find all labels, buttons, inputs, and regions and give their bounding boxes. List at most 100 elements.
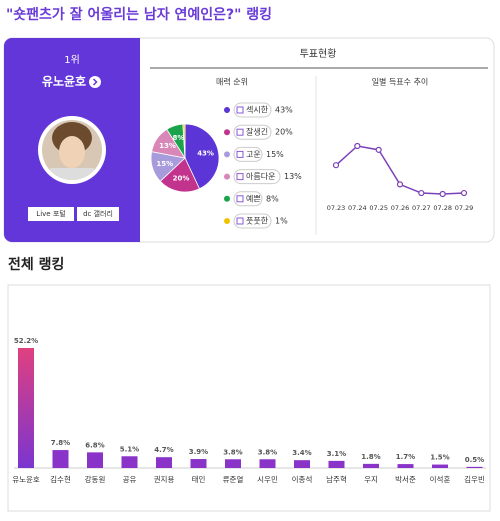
bar (156, 457, 172, 468)
check-icon (236, 106, 244, 114)
live-button[interactable] (28, 207, 74, 221)
bar (190, 459, 207, 468)
section-title: 전체 랭킹 (8, 256, 64, 273)
x-tick-label: 07.26 (391, 204, 410, 212)
winner-link[interactable] (89, 76, 101, 88)
slice-label: 20% (173, 175, 190, 183)
x-tick-label: 우지 (364, 475, 378, 484)
bar (363, 463, 379, 468)
value-label: 1.5% (430, 454, 449, 462)
x-tick-label: 김우빈 (464, 474, 485, 484)
value-label: 3.1% (327, 450, 346, 458)
trend-point (396, 181, 404, 188)
check-icon (236, 150, 244, 158)
legend-value: 1% (275, 217, 288, 226)
value-label: 5.1% (120, 445, 139, 453)
bar (328, 460, 345, 468)
x-tick-label: 유노윤호 (12, 475, 40, 484)
x-tick-label: 시우민 (257, 474, 278, 484)
chart-title: 일별 득표수 추이 (372, 77, 429, 87)
bar (225, 459, 241, 468)
slice-label: 15% (156, 160, 173, 168)
trend-point (439, 190, 446, 198)
legend-value: 8% (266, 194, 279, 203)
legend-value: 13% (284, 172, 302, 181)
trend-point (460, 189, 468, 197)
x-tick-label: 07.28 (433, 204, 452, 212)
legend-dot (224, 218, 230, 224)
bar (466, 466, 483, 468)
x-tick-label: 남주혁 (326, 475, 347, 484)
pie-slice (159, 157, 201, 193)
bar (432, 464, 448, 468)
value-label: 7.8% (51, 439, 70, 447)
legend-dot (224, 129, 230, 136)
page-title: "숏팬츠가 잘 어울리는 남자 연예인은?" 랭킹 (6, 6, 272, 23)
check-icon (236, 217, 244, 225)
chart-title: 매력 순위 (216, 77, 248, 87)
check-icon (236, 195, 244, 203)
legend-label: 예쁜 (246, 193, 261, 203)
winner-name: 유노윤호 (42, 74, 86, 89)
bar (121, 456, 138, 468)
button-label: Live 포털 (36, 210, 65, 218)
check-icon (236, 173, 244, 181)
trend-point (332, 162, 340, 169)
legend-label: 풋풋한 (246, 217, 269, 226)
legend-dot (224, 195, 230, 202)
slice-label: 8% (173, 134, 185, 142)
legend-label: 잘생긴 (246, 127, 268, 137)
value-label: 3.9% (189, 448, 208, 456)
legend-dot (224, 173, 230, 180)
trend-point (375, 146, 382, 153)
x-tick-label: 류준열 (223, 475, 244, 484)
value-label: 1.8% (361, 453, 380, 461)
bar (397, 464, 414, 468)
x-tick-label: 태인 (192, 474, 206, 484)
bar (294, 460, 310, 468)
trend-point (418, 189, 425, 197)
x-tick-label: 07.24 (348, 204, 367, 212)
value-label: 1.7% (396, 453, 415, 461)
slice-label: 13% (159, 142, 176, 150)
pie-slice (182, 123, 186, 159)
gallery-button[interactable] (77, 207, 119, 221)
pie-slice (184, 123, 220, 190)
value-label: 3.8% (223, 448, 242, 456)
check-icon (236, 128, 244, 136)
x-tick-label: 이종석 (292, 474, 313, 484)
arrow-icon (92, 78, 98, 86)
x-tick-label: 07.27 (412, 204, 431, 212)
slice-label: 43% (197, 149, 214, 157)
legend-label: 아름다운 (246, 171, 275, 181)
button-label: dc 갤러리 (83, 209, 113, 218)
bar (259, 459, 276, 468)
legend-dot (224, 107, 230, 113)
ranking-card (7, 284, 491, 512)
value-label: 3.4% (292, 449, 311, 457)
legend-pill (233, 169, 281, 185)
x-tick-label: 07.23 (327, 204, 346, 212)
value-label: 0.5% (465, 456, 484, 464)
value-label: 52.2% (14, 337, 38, 345)
x-tick-label: 박서준 (395, 474, 416, 484)
bar (18, 348, 34, 468)
legend-value: 20% (275, 128, 293, 137)
x-tick-label: 공유 (123, 475, 137, 484)
legend-label: 고운 (246, 150, 261, 159)
legend-value: 43% (275, 106, 293, 115)
x-tick-label: 김수현 (50, 474, 71, 484)
bar (87, 452, 103, 468)
legend-value: 15% (266, 150, 284, 159)
legend-dot (224, 151, 230, 158)
photo (42, 120, 102, 180)
trend-point (354, 142, 361, 150)
winner-rank: 1위 (64, 53, 80, 66)
value-label: 3.8% (258, 448, 277, 456)
vote-header: 투표현황 (300, 48, 337, 60)
x-tick-label: 권지용 (154, 475, 175, 484)
value-label: 4.7% (154, 446, 173, 454)
x-tick-label: 이석훈 (430, 474, 451, 484)
bar (52, 450, 69, 468)
